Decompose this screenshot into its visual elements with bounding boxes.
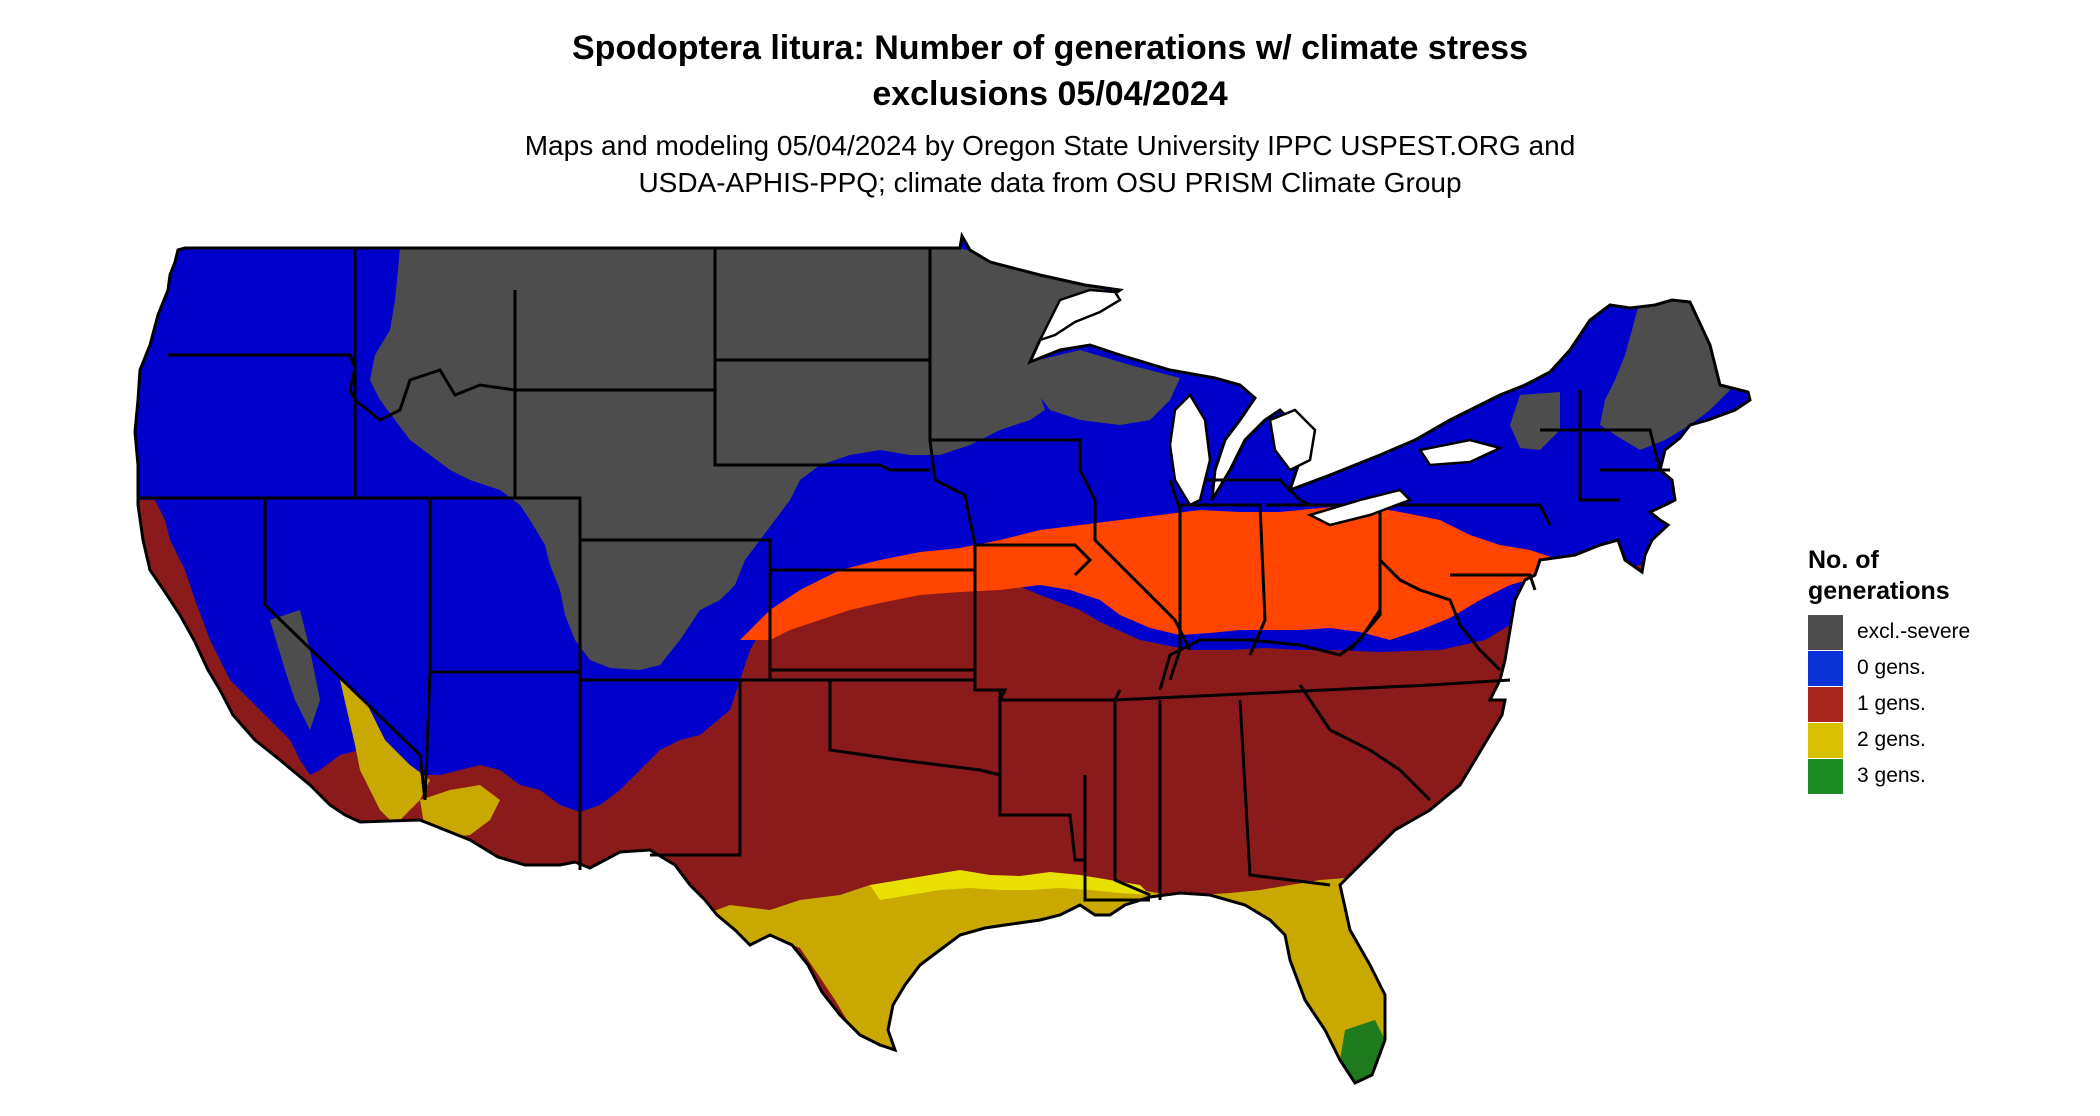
zone-excluded-wi — [1030, 350, 1180, 425]
legend-title-line-1: No. of — [1808, 546, 1879, 574]
legend-label: 1 gens. — [1857, 692, 1926, 715]
legend-swatch — [1808, 686, 1843, 722]
border-id-mt — [354, 290, 517, 422]
legend-title-line-2: generations — [1808, 577, 1950, 605]
zone-two-generations-fringe — [870, 870, 1150, 900]
border-ny-pa — [1380, 503, 1552, 526]
border-ga-fl — [1238, 699, 1331, 887]
zone-excluded-north — [370, 248, 1110, 670]
border-ms-al — [1113, 700, 1151, 897]
border-wv-va — [1378, 558, 1502, 672]
border-ne-ks — [768, 540, 977, 672]
zone-excluded-nevada — [270, 610, 320, 730]
zone-excluded-nh — [1510, 392, 1560, 450]
legend-swatch — [1808, 614, 1843, 650]
border-ok-tx — [828, 680, 1001, 777]
border-il-wi — [1078, 440, 1192, 651]
border-ar — [998, 690, 1085, 862]
border-ca-nv — [263, 498, 427, 801]
legend: No. of generations excl.-severe 0 gens. … — [1808, 545, 2088, 794]
border-ky — [1158, 609, 1382, 691]
zone-excluded-northeast — [1600, 300, 1730, 450]
legend-swatch — [1808, 650, 1843, 686]
lake-huron — [1268, 408, 1317, 472]
state-borders — [133, 234, 1752, 1085]
border-il-in — [1168, 479, 1182, 681]
zone-two-generations — [690, 875, 1385, 1083]
border-tn-nc — [1114, 678, 1511, 702]
border-la-ms — [1083, 775, 1150, 902]
zone-three-generations — [1340, 1020, 1385, 1083]
map-subtitle: Maps and modeling 05/04/2024 by Oregon S… — [0, 127, 2100, 201]
legend-item-one: 1 gens. — [1808, 686, 2088, 722]
border-mi — [1175, 478, 1311, 507]
border-sd-ne — [713, 360, 930, 472]
legend-item-three: 3 gens. — [1808, 758, 2088, 794]
legend-label: 0 gens. — [1857, 656, 1926, 679]
map-title-line-1: Spodoptera litura: Number of generations… — [572, 29, 1528, 67]
great-lakes — [1037, 288, 1504, 527]
legend-label: 2 gens. — [1857, 728, 1926, 751]
map-subtitle-line-2: USDA-APHIS-PPQ; climate data from OSU PR… — [638, 167, 1462, 198]
lake-erie — [1306, 488, 1413, 527]
lake-ontario — [1417, 438, 1504, 467]
border-md — [1450, 573, 1537, 591]
zone-transition-band — [740, 505, 1560, 640]
border-wy-ut — [513, 390, 582, 540]
legend-label: excl.-severe — [1857, 620, 1971, 643]
border-sc-ga — [1298, 684, 1432, 802]
legend-swatch — [1808, 722, 1843, 758]
legend-item-excluded: excl.-severe — [1808, 614, 2088, 650]
zone-two-generations-arizona — [420, 785, 500, 838]
map-title-line-2: exclusions 05/04/2024 — [872, 75, 1228, 113]
legend-title: No. of generations — [1808, 545, 2088, 607]
lake-michigan — [1168, 392, 1212, 507]
map-subtitle-line-1: Maps and modeling 05/04/2024 by Oregon S… — [524, 130, 1576, 161]
border-in-oh — [1180, 503, 1267, 656]
legend-item-two: 2 gens. — [1808, 722, 2088, 758]
lake-superior — [1037, 288, 1122, 343]
legend-item-zero: 0 gens. — [1808, 650, 2088, 686]
border-vt-nh — [1578, 390, 1620, 502]
border-ny-ne — [1540, 428, 1662, 471]
map-title: Spodoptera litura: Number of generations… — [0, 25, 2100, 117]
border-mo — [973, 545, 1122, 702]
legend-swatch — [1808, 758, 1843, 794]
zone-two-generations-california — [340, 680, 430, 825]
legend-items: excl.-severe 0 gens. 1 gens. 2 gens. 3 g… — [1808, 614, 2088, 794]
legend-label: 3 gens. — [1857, 764, 1926, 787]
